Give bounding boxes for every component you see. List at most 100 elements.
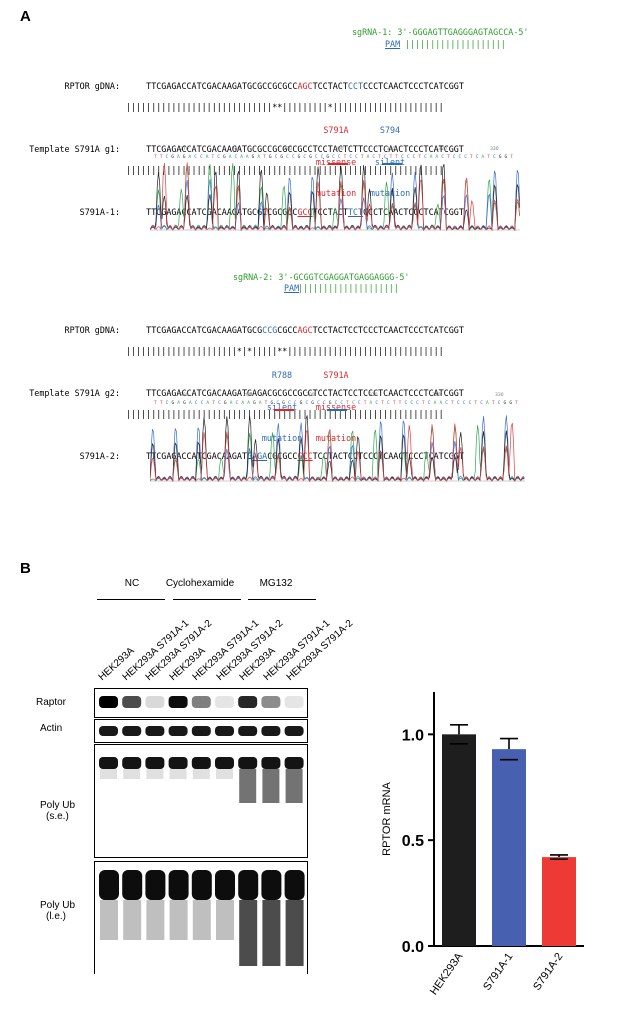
- chromatogram-tick-label: 310: [387, 146, 396, 152]
- seq-row-template: Template S791A g2: TTCGAGACCATCGACAAGATGA…: [29, 377, 464, 398]
- chromatogram-trace: [150, 163, 520, 232]
- base-call: A: [434, 400, 437, 406]
- seq-label: S791A-2:: [79, 450, 120, 461]
- base-call: T: [211, 154, 214, 160]
- polyub-smear: [262, 900, 281, 966]
- base-call: T: [212, 400, 215, 406]
- seq-text: TTCGAGACCATCGACAAGATGAGACGCGCCGCCTCCTACT…: [146, 387, 464, 398]
- x-tick-label: HEK293A: [428, 950, 466, 997]
- base-call: C: [288, 400, 291, 406]
- seq-row-gdna: RPTOR gDNA: TTCGAGACCATCGACAAGATGCGCCGCGC…: [65, 70, 464, 91]
- pam-2-bars: ||||||||||||||||||||: [298, 283, 399, 293]
- seq-row-match: ||||||||||||||||||||||*|*|||||**||||||||…: [126, 346, 464, 357]
- chromatogram-trace: [150, 415, 525, 483]
- polyub-top-band: [284, 870, 305, 900]
- base-call: C: [387, 400, 390, 406]
- base-call: C: [166, 400, 169, 406]
- seq-pam-site: CCT: [347, 80, 364, 91]
- seq-row-match: |||||||||||||||||||||||||||||**|||||||||…: [126, 102, 464, 113]
- actin-band: [215, 726, 234, 736]
- base-call: C: [236, 400, 239, 406]
- base-call: C: [217, 154, 220, 160]
- base-call: C: [401, 154, 404, 160]
- annotation-line: S791A: [323, 370, 349, 380]
- base-call: A: [206, 154, 209, 160]
- chromatogram-tick-label: 290: [243, 392, 252, 398]
- base-call: G: [271, 400, 274, 406]
- seq-text: TCCTACT: [312, 80, 348, 91]
- base-call: C: [292, 154, 295, 160]
- base-call: C: [315, 154, 318, 160]
- polyub-top-band: [122, 870, 143, 900]
- base-call: T: [418, 154, 421, 160]
- blot-label-raptor: Raptor: [36, 697, 67, 708]
- pam-1-label: PAM: [385, 39, 401, 49]
- base-call: C: [457, 400, 460, 406]
- seq-match-bars: |||||||||||||||||||||||||||||**|||||||||…: [126, 101, 444, 112]
- base-call: C: [234, 154, 237, 160]
- base-call: T: [154, 400, 157, 406]
- base-call: C: [355, 154, 358, 160]
- base-call: C: [323, 400, 326, 406]
- polyub-smear: [100, 900, 118, 940]
- base-call: C: [201, 400, 204, 406]
- base-call: G: [504, 400, 507, 406]
- base-call: T: [487, 154, 490, 160]
- base-call: A: [257, 154, 260, 160]
- raptor-band: [99, 696, 118, 708]
- seq-text: TTCGAGACCATCGACAAGATGCGCCGCGCC: [146, 206, 298, 217]
- chromatogram-tick-label: 320: [432, 392, 441, 398]
- raptor-band: [215, 696, 234, 708]
- panel-b-letter: B: [20, 560, 31, 577]
- seq-text: TTCGAGACCATCGACAAGATGCGCCGCGCC: [146, 80, 298, 91]
- base-call: A: [230, 400, 233, 406]
- base-call: G: [329, 400, 332, 406]
- base-call: C: [352, 400, 355, 406]
- seq-silent-site: TCT: [347, 206, 364, 217]
- seq-text: TTCGAGACCATCGACAAGATGCGCCGCGCCGCCTCCTACT…: [146, 143, 464, 154]
- seq-label: RPTOR gDNA:: [64, 324, 120, 335]
- base-call: A: [247, 400, 250, 406]
- base-call: C: [459, 154, 462, 160]
- polyub-smear: [169, 769, 187, 779]
- seq-match-bars: ||||||||||||||||||||||||||||||||||||||||…: [126, 408, 444, 419]
- base-call: C: [469, 400, 472, 406]
- polyub-top-band: [99, 870, 119, 900]
- base-call: T: [346, 400, 349, 406]
- seq-label: RPTOR gDNA:: [64, 80, 120, 91]
- polyub-top-band: [168, 870, 189, 900]
- bar: [542, 857, 576, 946]
- base-call: C: [410, 400, 413, 406]
- base-call: A: [436, 154, 439, 160]
- base-call: C: [358, 400, 361, 406]
- actin-band: [122, 726, 142, 736]
- chromatogram-tick-label: 320: [438, 146, 447, 152]
- base-call: C: [332, 154, 335, 160]
- actin-band: [145, 726, 165, 736]
- group-line-nc: [97, 599, 165, 600]
- base-call: C: [498, 400, 501, 406]
- seq-text: TCCTACTCCTCCCTCAACTCCCTCATCGGT: [312, 324, 464, 335]
- base-call: C: [218, 400, 221, 406]
- pam-1-bars: ||||||||||||||||||||: [405, 39, 506, 49]
- base-call: C: [428, 400, 431, 406]
- seq-label: Template S791A g2:: [29, 387, 120, 398]
- base-call: G: [509, 400, 512, 406]
- bar: [492, 749, 526, 946]
- polyub-smear: [146, 769, 164, 779]
- blot-actin: [94, 719, 308, 743]
- base-call: C: [404, 400, 407, 406]
- seq-pam-site: CCG: [262, 324, 278, 335]
- base-call: G: [269, 154, 272, 160]
- raptor-band: [191, 696, 211, 708]
- annotation-line: mutation: [315, 188, 357, 198]
- base-call: C: [338, 154, 341, 160]
- base-call: A: [189, 400, 192, 406]
- chromatogram-tick-label: 330: [495, 392, 504, 398]
- base-call: A: [430, 154, 433, 160]
- chromatogram-tick-label: 310: [369, 392, 378, 398]
- base-call: G: [171, 400, 174, 406]
